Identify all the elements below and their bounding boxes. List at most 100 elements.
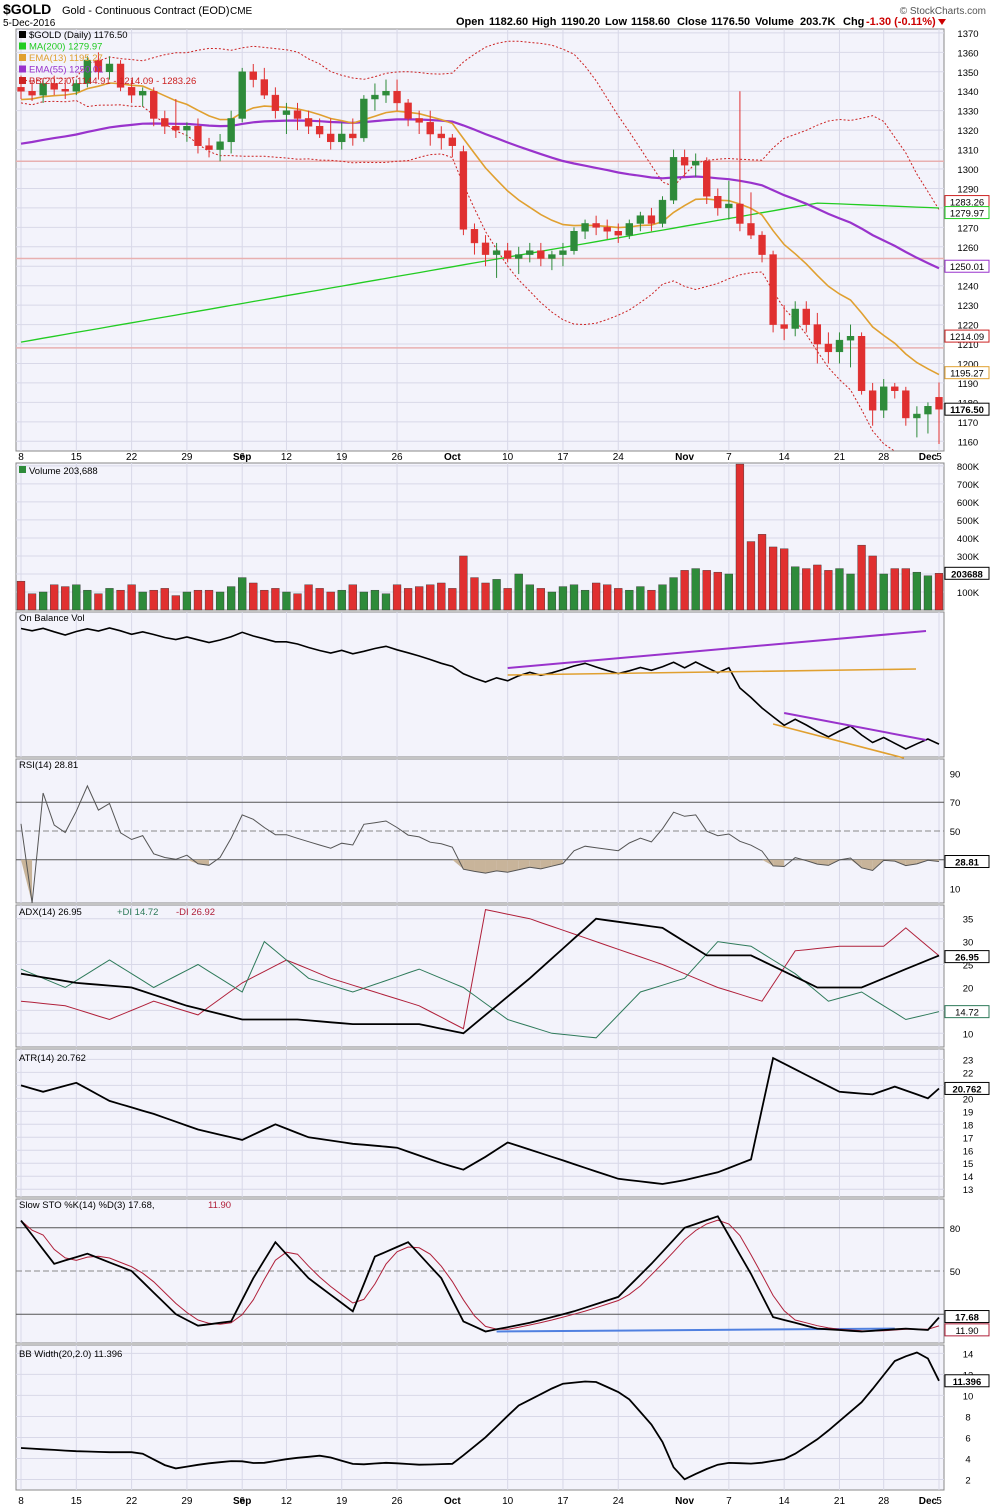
candle — [481, 235, 490, 267]
price-tag: 1250.01 — [950, 262, 984, 273]
candle-body — [39, 83, 47, 96]
plus-di-tag: 14.72 — [955, 1008, 979, 1019]
volume-bar — [901, 568, 910, 611]
price-axis-tick-label: 1370 — [957, 29, 978, 40]
volume-tag-box — [944, 566, 990, 580]
atr-axis-tick-label: 17 — [963, 1133, 974, 1144]
volume-bar — [514, 573, 523, 611]
candle-body — [857, 336, 866, 391]
x-tick-label: 5 — [936, 452, 942, 463]
legend-swatch — [19, 54, 26, 61]
atr-panel: 1314151617181920212223ATR(14) 20.76220.7… — [15, 1048, 990, 1198]
price-axis-tick-label: 1340 — [957, 87, 978, 98]
candle — [758, 231, 766, 263]
bbw-axis-tick-label: 4 — [965, 1454, 970, 1465]
price-legend-item: $GOLD (Daily) 1176.50 — [29, 30, 128, 41]
x-tick-label: Sep — [233, 452, 251, 463]
price-tag-box — [944, 259, 990, 273]
x-tick-label-bottom: 8 — [18, 1496, 24, 1507]
volume-bar — [448, 588, 457, 611]
volume-axis-tick-label: 700K — [957, 480, 980, 491]
candle-body — [382, 90, 390, 96]
volume-bar — [802, 568, 811, 611]
volume-bar — [481, 582, 490, 611]
adx-tag: 26.95 — [955, 953, 979, 964]
price-axis-tick-label: 1360 — [957, 48, 978, 59]
candle — [492, 242, 501, 278]
volume-bar — [923, 575, 933, 611]
volume-bar — [415, 586, 424, 611]
volume-bar — [116, 589, 125, 611]
chg-value: -1.30 (-0.11%) — [866, 16, 936, 28]
candle — [736, 91, 744, 232]
volume-panel: 100K200K300K400K500K600K700K800KVolume 2… — [15, 462, 990, 611]
rsi-oversold-fill — [507, 859, 519, 873]
candle-body — [83, 59, 92, 84]
candle — [835, 332, 844, 364]
rsi-tag: 28.81 — [955, 858, 979, 869]
candle-body — [459, 151, 468, 230]
candle-body — [935, 397, 943, 410]
candle — [703, 157, 711, 205]
candle — [824, 332, 833, 364]
atr-axis-tick-label: 20 — [963, 1094, 974, 1105]
price-plot-area — [17, 40, 943, 451]
candle — [515, 246, 523, 275]
candle — [360, 95, 368, 142]
candle-body — [680, 157, 689, 166]
candle — [349, 118, 357, 146]
candle-body — [769, 254, 777, 325]
candle — [150, 87, 158, 127]
price-axis-tick-label: 1230 — [957, 301, 978, 312]
volume-bar — [326, 591, 335, 611]
symbol-title: $GOLD — [3, 1, 51, 17]
volume-bar — [580, 589, 590, 611]
sto-tick-label: 50 — [950, 1267, 961, 1278]
volume-bar — [61, 586, 70, 611]
candle — [802, 301, 810, 333]
candle-body — [72, 83, 80, 92]
candle-body — [647, 215, 656, 224]
candle-body — [891, 386, 899, 391]
volume-bar — [293, 593, 302, 611]
volume-bar — [470, 577, 479, 611]
price-axis-tick-label: 1170 — [958, 418, 978, 429]
price-axis-tick-label: 1270 — [957, 223, 978, 234]
candle-body — [791, 308, 799, 329]
volume-bar — [603, 584, 612, 611]
volume-frame — [15, 462, 945, 611]
volume-bar — [238, 577, 247, 611]
candle-body — [669, 157, 678, 201]
candle-body — [603, 227, 611, 232]
volume-bar — [702, 570, 711, 611]
volume-bar — [569, 584, 579, 611]
rsi-tick-label: 50 — [950, 827, 961, 838]
price-axis-tick-label: 1160 — [958, 437, 978, 448]
x-tick-label-bottom: 12 — [281, 1496, 293, 1507]
x-tick-label-bottom: Oct — [444, 1496, 461, 1507]
candle-body — [636, 215, 645, 224]
x-tick-label-bottom: 7 — [726, 1496, 732, 1507]
candle-body — [526, 250, 534, 255]
candle — [371, 83, 379, 111]
adx-axis-tick-label: 20 — [963, 983, 974, 994]
candle-body — [426, 122, 434, 135]
price-axis-tick-label: 1330 — [957, 107, 978, 118]
x-tick-label: 15 — [71, 452, 83, 463]
candle — [426, 110, 434, 146]
adx-axis-tick-label: 25 — [963, 961, 974, 972]
candle — [935, 382, 943, 444]
candle — [680, 149, 689, 177]
atr-axis-tick-label: 16 — [963, 1146, 974, 1157]
candle-body — [924, 406, 932, 415]
volume-bar — [525, 584, 534, 611]
candle-body — [105, 63, 114, 73]
volume-bar — [912, 571, 922, 611]
atr-legend: ATR(14) 20.762 — [19, 1053, 86, 1064]
candle-body — [625, 223, 633, 236]
candle-body — [183, 125, 191, 131]
candle — [338, 122, 346, 150]
price-axis-tick-label: 1300 — [957, 165, 978, 176]
volume-axis-tick-label: 400K — [957, 534, 980, 545]
